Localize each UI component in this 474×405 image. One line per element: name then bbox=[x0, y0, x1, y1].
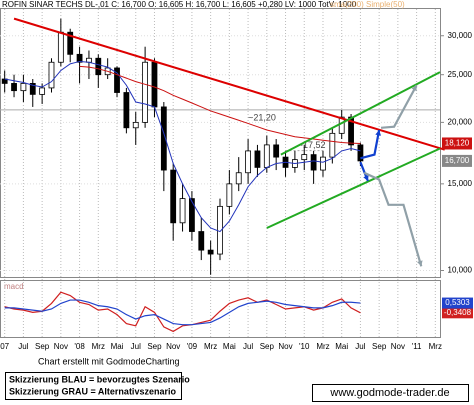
candle-body bbox=[273, 144, 280, 158]
candle-body bbox=[67, 31, 74, 55]
trendline bbox=[360, 129, 381, 160]
candle-body bbox=[160, 106, 167, 171]
candle-body bbox=[20, 83, 27, 92]
x-tick-label: Mrz bbox=[316, 342, 329, 351]
x-tick-label: '09 bbox=[187, 342, 198, 351]
candle-body bbox=[132, 121, 139, 129]
indicator-marker bbox=[442, 297, 473, 309]
y-tick-label: 15,000 bbox=[448, 179, 473, 188]
x-tick-label: '10 bbox=[299, 342, 310, 351]
candle-body bbox=[179, 198, 186, 224]
x-tick-label: 07 bbox=[0, 342, 9, 351]
candle-body bbox=[320, 156, 326, 171]
x-tick-label: Nov bbox=[278, 342, 292, 351]
x-tick-label: Mai bbox=[111, 342, 124, 351]
moving-average bbox=[4, 60, 361, 233]
x-tick-label: Nov bbox=[166, 342, 180, 351]
url: www.godmode-trader.de bbox=[329, 387, 449, 399]
candle-body bbox=[254, 150, 261, 168]
x-tick-label: Nov bbox=[391, 342, 405, 351]
arrowhead bbox=[411, 85, 417, 92]
x-tick-label: Mai bbox=[335, 342, 348, 351]
candle-body bbox=[329, 132, 336, 158]
x-tick-label: Mrz bbox=[429, 342, 442, 351]
moving-average bbox=[79, 65, 361, 144]
candle-body bbox=[226, 183, 233, 207]
x-tick-label: Nov bbox=[54, 342, 68, 351]
candle-body bbox=[48, 61, 55, 89]
trendline bbox=[380, 84, 418, 129]
candle-body bbox=[142, 61, 149, 123]
candle-body bbox=[76, 53, 83, 63]
price-panel bbox=[0, 8, 441, 278]
x-tick-label: Jul bbox=[18, 342, 28, 351]
candle-body bbox=[357, 144, 364, 162]
candle-body bbox=[11, 83, 17, 92]
candle-body bbox=[235, 172, 242, 185]
x-tick-label: '11 bbox=[412, 342, 422, 351]
candle-body bbox=[95, 57, 102, 76]
candle-body bbox=[207, 249, 214, 255]
trendline bbox=[363, 171, 423, 267]
x-tick-label: Sep bbox=[35, 342, 50, 351]
x-tick-label: Sep bbox=[147, 342, 162, 351]
indicator-marker-label: -0,3408 bbox=[444, 308, 472, 317]
legend-text: Skizzierung GRAU = Alternativszenario bbox=[9, 386, 176, 396]
candle-body bbox=[310, 154, 317, 171]
price-marker bbox=[442, 154, 472, 167]
candle-body bbox=[189, 198, 195, 232]
trendline bbox=[266, 147, 441, 229]
indicator-panel bbox=[0, 280, 441, 338]
x-tick-label: Mrz bbox=[92, 342, 105, 351]
y-tick-label: 10,000 bbox=[448, 266, 473, 275]
x-tick-label: Jul bbox=[131, 342, 141, 351]
y-tick-label: 25,000 bbox=[448, 70, 473, 79]
arrowhead bbox=[363, 175, 369, 182]
y-tick-label: 20,000 bbox=[448, 117, 473, 126]
candle-body bbox=[301, 154, 308, 161]
trendline bbox=[13, 17, 445, 151]
price-marker bbox=[442, 137, 472, 150]
candle-body bbox=[57, 31, 64, 63]
annotation: ~21,20 bbox=[248, 112, 276, 122]
indicator-line bbox=[4, 299, 361, 326]
price-marker-label: 18,120 bbox=[445, 139, 470, 148]
x-tick-label: Sep bbox=[372, 342, 387, 351]
legend-box bbox=[5, 372, 182, 400]
indicator-title: macd bbox=[4, 282, 24, 291]
candle-body bbox=[123, 92, 130, 129]
x-tick-label: Mrz bbox=[204, 342, 217, 351]
x-tick-label: Mai bbox=[223, 342, 236, 351]
header: ROFIN SINAR TECHS DL-,01 C: 16,700 O: 16… bbox=[2, 0, 357, 9]
header-ma: sma(200) Simple(50) bbox=[330, 0, 405, 9]
trendline bbox=[280, 71, 441, 156]
x-tick-label: Jul bbox=[355, 342, 365, 351]
indicator-line bbox=[4, 291, 361, 333]
credit: Chart erstellt mit GodmodeCharting bbox=[38, 356, 180, 366]
indicator-marker bbox=[442, 307, 473, 319]
annotation: ~17,52 bbox=[298, 140, 326, 150]
legend-text: Skizzierung BLAU = bevorzugtes Szenario bbox=[9, 374, 190, 384]
candle-body bbox=[29, 83, 36, 95]
candle-body bbox=[245, 150, 251, 174]
arrowhead bbox=[375, 129, 381, 136]
x-tick-label: Sep bbox=[260, 342, 275, 351]
candle-body bbox=[151, 61, 158, 108]
price-marker-label: 16,700 bbox=[445, 156, 470, 165]
candle-body bbox=[114, 67, 120, 93]
x-tick-label: '08 bbox=[74, 342, 85, 351]
y-tick-label: 30,000 bbox=[448, 31, 473, 40]
arrowhead bbox=[417, 260, 423, 267]
url-box bbox=[312, 384, 469, 402]
candle-body bbox=[198, 231, 205, 251]
indicator-marker-label: 0,5303 bbox=[445, 298, 470, 307]
candle-body bbox=[263, 144, 270, 168]
x-tick-label: Jul bbox=[243, 342, 253, 351]
candle-body bbox=[170, 169, 177, 224]
candle-body bbox=[39, 87, 46, 95]
